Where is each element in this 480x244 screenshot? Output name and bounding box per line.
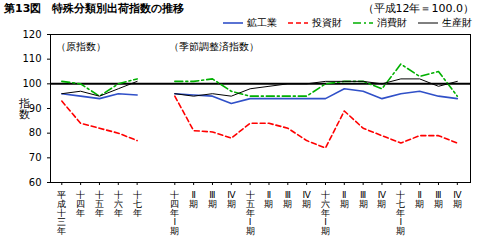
svg-text:Ⅳ期: Ⅳ期 bbox=[377, 190, 386, 209]
html-text:消費財: 消費財 bbox=[377, 17, 407, 28]
svg-text:Ⅱ期: Ⅱ期 bbox=[415, 190, 424, 209]
svg-text:（原指数）: （原指数） bbox=[56, 41, 106, 52]
svg-text:Ⅲ期: Ⅲ期 bbox=[283, 190, 292, 209]
svg-text:平成十三年: 平成十三年 bbox=[57, 190, 66, 236]
html-text:投資財: 投資財 bbox=[312, 17, 342, 28]
svg-text:十五年: 十五年 bbox=[95, 190, 104, 218]
svg-text:Ⅲ期: Ⅲ期 bbox=[208, 190, 217, 209]
svg-text:120: 120 bbox=[22, 30, 41, 40]
svg-text:指数: 指数 bbox=[18, 97, 30, 121]
svg-text:70: 70 bbox=[29, 152, 42, 163]
svg-text:Ⅱ期: Ⅱ期 bbox=[189, 190, 198, 209]
svg-text:110: 110 bbox=[22, 53, 41, 64]
svg-text:十四年Ⅰ期: 十四年Ⅰ期 bbox=[170, 190, 179, 236]
svg-text:90: 90 bbox=[29, 103, 42, 114]
svg-text:十四年: 十四年 bbox=[76, 190, 85, 218]
svg-text:十七年: 十七年 bbox=[133, 190, 142, 218]
svg-text:十六年Ⅰ期: 十六年Ⅰ期 bbox=[321, 190, 330, 236]
svg-text:Ⅱ期: Ⅱ期 bbox=[264, 190, 273, 209]
svg-text:（季節調整済指数）: （季節調整済指数） bbox=[169, 41, 259, 52]
svg-text:十五年Ⅰ期: 十五年Ⅰ期 bbox=[246, 190, 255, 236]
html-text:（平成12年＝100.0）: （平成12年＝100.0） bbox=[362, 2, 474, 15]
svg-text:Ⅱ期: Ⅱ期 bbox=[340, 190, 349, 209]
svg-text:Ⅳ期: Ⅳ期 bbox=[227, 190, 236, 209]
svg-text:80: 80 bbox=[29, 127, 42, 138]
svg-text:Ⅲ期: Ⅲ期 bbox=[359, 190, 368, 209]
svg-text:十七年Ⅰ期: 十七年Ⅰ期 bbox=[396, 190, 405, 236]
svg-text:十六年: 十六年 bbox=[114, 190, 123, 218]
svg-text:Ⅳ期: Ⅳ期 bbox=[302, 190, 311, 209]
svg-text:Ⅳ期: Ⅳ期 bbox=[453, 190, 462, 209]
html-text:鉱工業: 鉱工業 bbox=[247, 17, 277, 28]
html-text:第13図 特殊分類別出荷指数の推移: 第13図 特殊分類別出荷指数の推移 bbox=[4, 2, 185, 15]
html-text:生産財: 生産財 bbox=[442, 17, 472, 28]
svg-text:Ⅲ期: Ⅲ期 bbox=[434, 190, 443, 209]
svg-text:100: 100 bbox=[22, 78, 41, 89]
svg-text:60: 60 bbox=[29, 177, 42, 188]
